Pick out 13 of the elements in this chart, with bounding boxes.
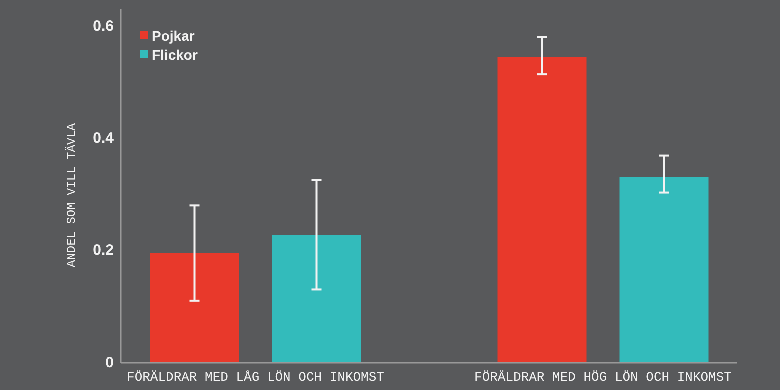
y-axis-title: ANDEL SOM VILL TÄVLA [65,122,79,268]
y-tick-label: 0.6 [93,18,114,36]
bar [272,235,362,362]
x-tick-label: FÖRÄLDRAR MED HÖG LÖN OCH INKOMST [474,370,732,385]
legend-label: Flickor [152,46,198,63]
bar [150,253,240,362]
bar [620,177,709,362]
bar [498,57,587,362]
legend-label: Pojkar [152,28,196,44]
y-tick-label: 0.4 [93,130,115,148]
y-tick-label: 0.2 [93,242,114,260]
y-tick-label: 0 [106,354,114,372]
x-tick-label: FÖRÄLDRAR MED LÅG LÖN OCH INKOMST [127,370,385,385]
